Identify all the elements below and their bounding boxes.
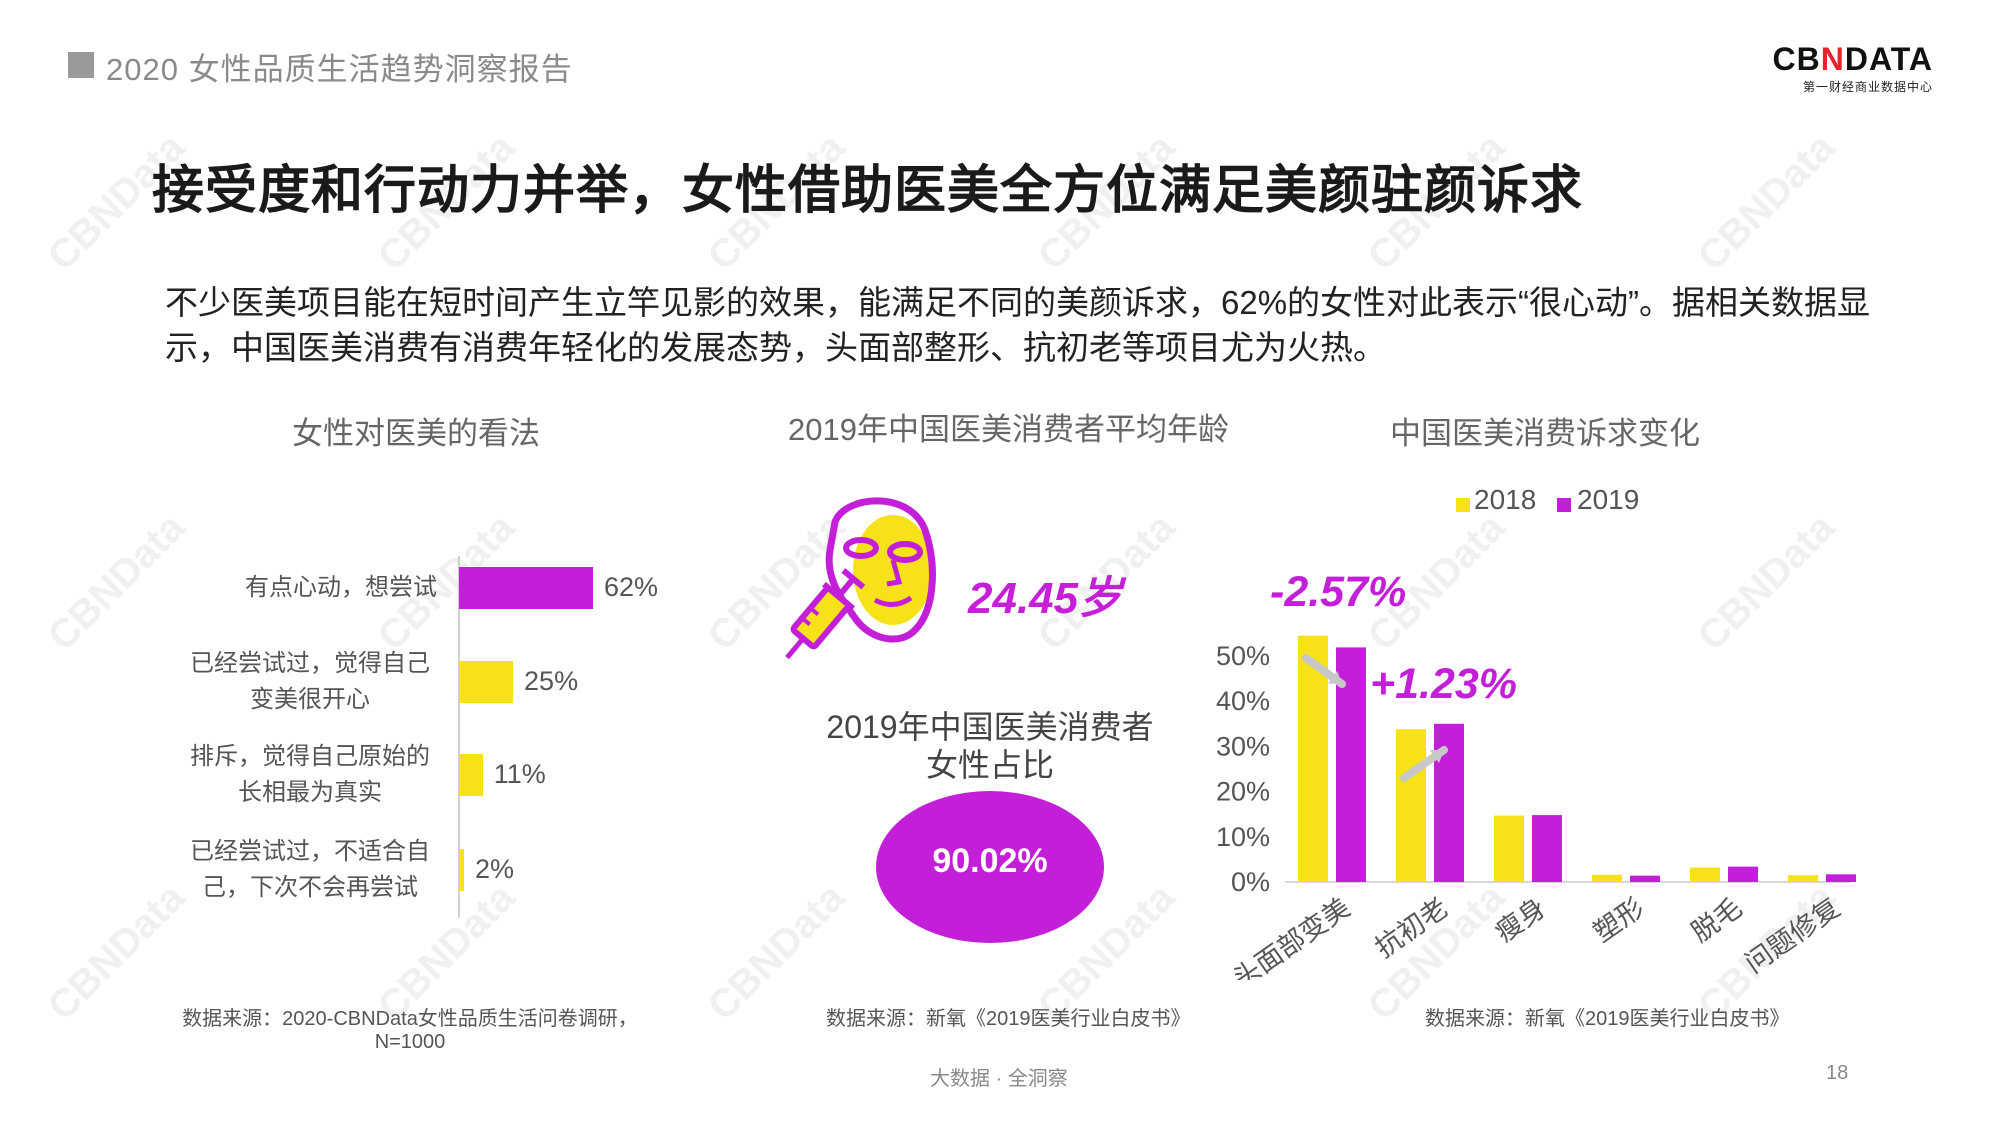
chart2-title: 2019年中国医美消费者平均年龄	[788, 412, 1229, 447]
chart3-bar	[1298, 635, 1328, 882]
chart3-bar	[1592, 874, 1622, 882]
chart1-category-line: 长相最为真实	[238, 779, 382, 806]
chart1-title: 女性对医美的看法	[292, 416, 540, 451]
trend-arrow-head	[1430, 750, 1444, 764]
legend-2019-swatch	[1557, 498, 1571, 512]
chart3-bar	[1826, 874, 1856, 882]
chart3-bar	[1630, 875, 1660, 882]
logo-mark: N	[1820, 41, 1845, 77]
chart1-source-line1: 数据来源：2020-CBNData女性品质生活问卷调研，	[182, 1008, 638, 1030]
average-age-value: 24.45岁	[968, 574, 1123, 623]
report-title: 2020 女性品质生活趋势洞察报告	[106, 52, 573, 87]
header-square-icon	[68, 52, 94, 78]
chart3-source: 数据来源：新氧《2019医美行业白皮书》	[1425, 1008, 1790, 1030]
chart3-y-tick: 50%	[1216, 641, 1270, 671]
chart2-source: 数据来源：新氧《2019医美行业白皮书》	[826, 1008, 1191, 1030]
footer-slogan: 大数据 · 全洞察	[930, 1068, 1068, 1090]
legend-2019-label: 2019	[1577, 484, 1640, 515]
chart1-category-line: 排斥，觉得自己原始的	[190, 743, 430, 770]
chart1-axis	[458, 556, 460, 918]
trend-arrow-head	[1328, 670, 1342, 684]
chart3-category-label: 头面部变美	[1228, 892, 1356, 980]
female-share-label: 2019年中国医美消费者 女性占比	[800, 708, 1180, 784]
chart1-bar	[459, 661, 514, 703]
cbndata-logo: CBNDATA 第一财经商业数据中心	[1773, 42, 1933, 95]
chart3-y-tick: 30%	[1216, 731, 1270, 761]
logo-subtitle: 第一财经商业数据中心	[1802, 80, 1933, 94]
chart1-source: 数据来源：2020-CBNData女性品质生活问卷调研， N=1000	[175, 1002, 645, 1054]
chart3-category-label: 塑形	[1588, 892, 1649, 948]
chart3-category-label: 瘦身	[1490, 892, 1551, 948]
chart3-category-label: 脱毛	[1686, 892, 1747, 948]
chart1-category-line: 已经尝试过，不适合自	[190, 838, 430, 865]
chart1-value-label: 62%	[604, 572, 659, 602]
logo-suffix: DATA	[1844, 41, 1933, 77]
chart3-bar	[1788, 875, 1818, 882]
chart1-value-label: 2%	[475, 854, 515, 884]
chart1-bar	[459, 754, 483, 796]
chart3-category-label: 抗初老	[1370, 892, 1454, 963]
chart1-value-label: 25%	[524, 666, 579, 696]
chart3-bar	[1396, 729, 1426, 882]
chart3-bar	[1532, 815, 1562, 882]
chart3-bar	[1434, 723, 1464, 882]
chart3-annotation-down: -2.57%	[1270, 568, 1406, 616]
page-number: 18	[1826, 1062, 1849, 1084]
chart3-y-tick: 20%	[1216, 777, 1270, 807]
logo-prefix: CB	[1772, 41, 1821, 77]
chart1-category-line: 有点心动，想尝试	[245, 574, 437, 601]
chart1-category-line: 已经尝试过，觉得自己	[190, 650, 430, 677]
female-share-value: 90.02%	[932, 842, 1048, 880]
chart3-bar	[1728, 866, 1758, 882]
chart3-category-label: 问题修复	[1740, 892, 1846, 979]
chart3-bar	[1690, 867, 1720, 882]
chart1-category-label: 已经尝试过，不适合自 己，下次不会再尝试	[160, 834, 460, 906]
logo-wordmark: CBNDATA	[1773, 42, 1933, 76]
chart1-category-label: 已经尝试过，觉得自己 变美很开心	[160, 646, 460, 718]
female-share-bubble	[876, 791, 1104, 943]
chart1-category-line: 己，下次不会再尝试	[202, 874, 418, 901]
chart1-source-line2: N=1000	[374, 1031, 446, 1053]
chart3-y-tick: 40%	[1216, 686, 1270, 716]
chart1-category-line: 变美很开心	[250, 686, 370, 713]
chart3-bar	[1494, 815, 1524, 882]
page-title: 接受度和行动力并举，女性借助医美全方位满足美颜驻颜诉求	[152, 162, 1584, 220]
female-share-label-line1: 2019年中国医美消费者	[826, 709, 1154, 745]
chart1-bar	[459, 849, 464, 891]
chart1-category-label: 有点心动，想尝试	[160, 570, 437, 606]
intro-paragraph: 不少医美项目能在短时间产生立竿见影的效果，能满足不同的美颜诉求，62%的女性对此…	[165, 284, 1871, 366]
chart1-category-label: 排斥，觉得自己原始的 长相最为真实	[160, 739, 460, 811]
chart1-bar	[459, 567, 593, 609]
chart1-value-label: 11%	[493, 759, 546, 789]
chart3-title: 中国医美消费诉求变化	[1390, 416, 1700, 451]
female-share-label-line2: 女性占比	[925, 747, 1054, 783]
chart3-annotation-up: +1.23%	[1370, 660, 1517, 708]
chart3-y-tick: 0%	[1231, 867, 1270, 897]
legend-2018-label: 2018	[1474, 484, 1537, 515]
syringe-face-icon	[785, 497, 936, 660]
chart3-y-tick: 10%	[1216, 822, 1270, 852]
watermark-text: CBNData	[1689, 125, 1844, 279]
legend-2018-swatch	[1456, 498, 1470, 512]
